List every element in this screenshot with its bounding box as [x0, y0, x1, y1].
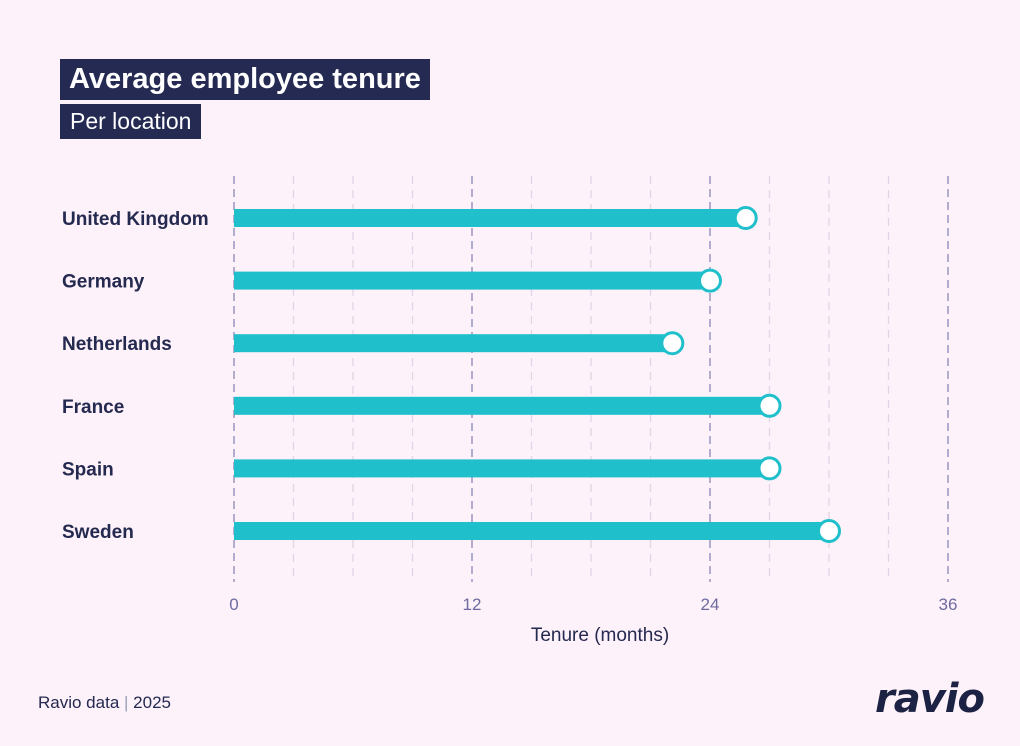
bar-end-marker [757, 456, 782, 481]
x-tick-label: 12 [463, 595, 482, 614]
bar-end-marker [757, 393, 782, 418]
bar-end-marker [660, 331, 685, 356]
source-year: 2025 [133, 693, 171, 712]
category-label: United Kingdom [62, 209, 209, 230]
category-label: Germany [62, 272, 145, 293]
bar [234, 334, 673, 353]
source-label: Ravio data [38, 693, 120, 712]
category-label: France [62, 397, 124, 418]
category-label: Spain [62, 459, 114, 480]
x-tick-label: 0 [229, 595, 238, 614]
bar [234, 396, 770, 415]
category-label: Netherlands [62, 334, 172, 355]
bar [234, 522, 829, 540]
separator: | [124, 693, 134, 712]
category-label: Sweden [62, 522, 134, 543]
chart-title: Average employee tenure [60, 59, 430, 100]
bar [234, 209, 746, 227]
bar [234, 271, 710, 290]
bar-end-marker [698, 268, 722, 293]
x-axis-label: Tenure (months) [531, 625, 669, 646]
x-tick-label: 24 [701, 595, 720, 614]
ravio-logo: ravio [875, 676, 985, 722]
x-tick-label: 36 [939, 595, 958, 614]
bar-end-marker [733, 206, 758, 230]
bar-end-marker [817, 519, 841, 543]
chart-subtitle: Per location [60, 104, 202, 139]
bar [234, 459, 770, 478]
footer-source: Ravio data | 2025 [38, 693, 171, 713]
